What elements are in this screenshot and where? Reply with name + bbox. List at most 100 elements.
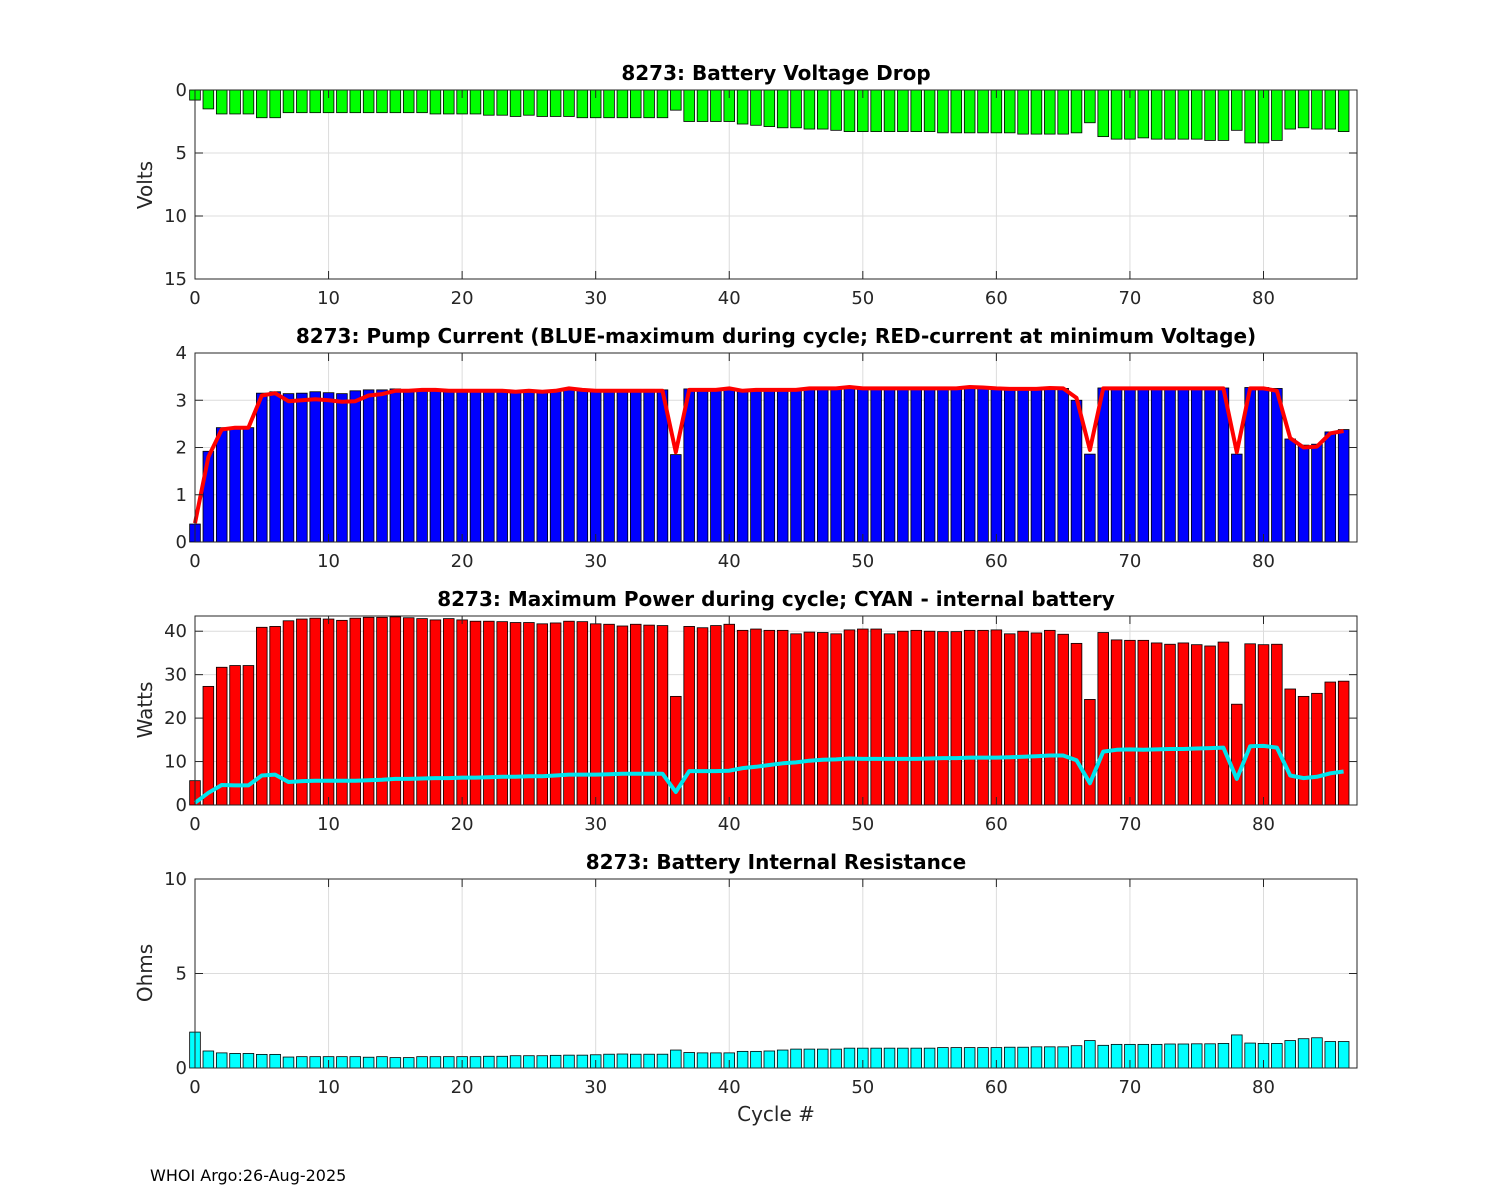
pump-current-ytick-label: 1 xyxy=(176,485,187,506)
internal-resistance-ylabel: Ohms xyxy=(133,944,157,1002)
internal-resistance-bar xyxy=(496,1055,508,1069)
pump-current-bar xyxy=(857,387,869,543)
max-power-bar xyxy=(309,617,321,806)
pump-current-bar xyxy=(242,427,255,543)
voltage-drop-xtick-label: 70 xyxy=(1118,288,1141,309)
pump-current-bar xyxy=(523,390,535,543)
internal-resistance-bar xyxy=(229,1053,241,1069)
voltage-drop-xtick-label: 30 xyxy=(584,288,607,309)
max-power-ytick-label: 10 xyxy=(164,752,187,773)
max-power-bar xyxy=(349,617,362,806)
internal-resistance-xtick-label: 80 xyxy=(1252,1077,1275,1098)
max-power-bar xyxy=(910,629,922,806)
pump-current-bar xyxy=(616,389,629,543)
internal-resistance-bar xyxy=(1084,1040,1096,1069)
internal-resistance-bar xyxy=(696,1052,709,1069)
voltage-drop-bar xyxy=(429,89,442,115)
max-power-bar xyxy=(362,616,375,806)
internal-resistance-bar xyxy=(1190,1043,1203,1069)
max-power-bar xyxy=(1124,639,1136,806)
max-power-bar xyxy=(950,631,963,806)
pump-current-bar xyxy=(589,390,602,543)
internal-resistance-bar xyxy=(402,1057,415,1069)
pump-current-bar xyxy=(883,387,896,543)
voltage-drop-bar xyxy=(1110,89,1123,140)
internal-resistance-bar xyxy=(576,1054,589,1069)
internal-resistance-bar xyxy=(429,1056,442,1069)
internal-resistance-xtick-label: 10 xyxy=(317,1077,340,1098)
voltage-drop-bar xyxy=(1084,89,1096,124)
max-power-bar xyxy=(1271,643,1283,806)
internal-resistance-bar xyxy=(977,1047,989,1069)
voltage-drop-bar xyxy=(523,89,535,116)
voltage-drop-bar xyxy=(576,89,589,119)
pump-current-bar xyxy=(1190,387,1203,543)
voltage-drop-bar xyxy=(215,89,228,115)
voltage-drop-bar xyxy=(736,89,749,125)
pump-current-ytick-label: 2 xyxy=(176,438,187,459)
internal-resistance-bar xyxy=(1271,1043,1283,1069)
voltage-drop-bar xyxy=(402,89,415,114)
internal-resistance-bar xyxy=(897,1047,909,1069)
voltage-drop-bar xyxy=(803,89,816,130)
pump-current-bar xyxy=(1177,387,1190,543)
pump-current-bar xyxy=(296,392,308,543)
internal-resistance-title: 8273: Battery Internal Resistance xyxy=(586,850,966,874)
internal-resistance-bar xyxy=(923,1047,936,1069)
internal-resistance-bar xyxy=(256,1053,268,1069)
max-power-line-series xyxy=(193,743,1344,805)
internal-resistance-bar xyxy=(710,1052,722,1069)
internal-resistance-bar xyxy=(443,1056,455,1069)
voltage-drop-bar xyxy=(1177,89,1190,140)
internal-resistance-bar xyxy=(523,1055,535,1069)
max-power-bar xyxy=(1030,632,1043,806)
voltage-drop-bar xyxy=(643,89,655,119)
internal-resistance-bar xyxy=(670,1049,682,1069)
voltage-drop-bar xyxy=(790,89,802,129)
pump-current-bar xyxy=(536,391,549,543)
voltage-drop-bar xyxy=(897,89,909,132)
pump-current-bar xyxy=(1124,387,1136,543)
internal-resistance-bar xyxy=(1057,1046,1069,1069)
max-power-bar xyxy=(990,629,1003,806)
max-power-bar xyxy=(790,633,802,806)
max-power-bar xyxy=(1084,699,1096,806)
internal-resistance-bar xyxy=(349,1056,362,1069)
voltage-drop-bar xyxy=(910,89,922,132)
voltage-drop-bar xyxy=(1204,89,1216,141)
max-power-bar xyxy=(1337,680,1350,806)
voltage-drop-bar xyxy=(469,89,482,115)
max-power-xtick-label: 0 xyxy=(189,814,200,835)
pump-current-bar xyxy=(790,389,802,543)
voltage-drop-bar xyxy=(1003,89,1016,134)
voltage-drop-bar xyxy=(282,89,295,114)
max-power-bar xyxy=(630,623,642,806)
pump-current-xtick-label: 40 xyxy=(718,551,741,572)
max-power-bar xyxy=(1204,645,1216,806)
pump-current-bar xyxy=(1150,387,1163,543)
max-power-bar xyxy=(843,629,856,806)
internal-resistance-ytick-label: 10 xyxy=(164,869,187,890)
pump-current-bar xyxy=(1297,444,1310,543)
voltage-drop-ytick-label: 10 xyxy=(164,206,187,227)
max-power-bar xyxy=(1003,633,1016,806)
pump-current-bar xyxy=(349,390,362,543)
internal-resistance-xtick-label: 0 xyxy=(189,1077,200,1098)
internal-resistance-bar xyxy=(616,1053,629,1069)
voltage-drop-bar xyxy=(256,89,268,119)
voltage-drop-bar xyxy=(843,89,856,132)
pump-current-bar xyxy=(923,387,936,543)
voltage-drop-bar xyxy=(696,89,709,122)
voltage-drop-bar xyxy=(1190,89,1203,140)
pump-current-bar xyxy=(643,388,655,543)
max-power-xtick-label: 10 xyxy=(317,814,340,835)
voltage-drop-bar xyxy=(1137,89,1150,139)
internal-resistance-bar xyxy=(282,1056,295,1069)
pump-current-bar xyxy=(1110,387,1123,543)
pump-current-bar xyxy=(1137,387,1150,543)
internal-resistance-bar xyxy=(1150,1043,1163,1069)
pump-current-bar xyxy=(496,390,508,543)
pump-current-bar xyxy=(1057,388,1069,543)
internal-resistance-bar xyxy=(1030,1046,1043,1069)
max-power-bar xyxy=(883,633,896,806)
